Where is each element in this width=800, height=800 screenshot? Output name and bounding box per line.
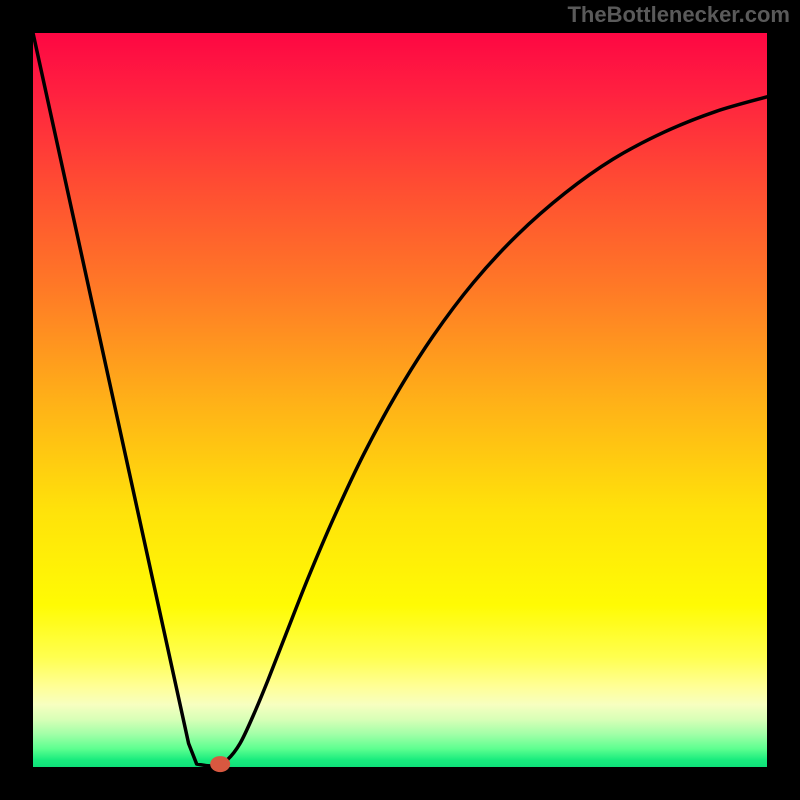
chart-container: TheBottlenecker.com xyxy=(0,0,800,800)
bottleneck-chart xyxy=(0,0,800,800)
plot-background xyxy=(33,33,767,767)
attribution-text: TheBottlenecker.com xyxy=(567,2,790,28)
optimal-point-marker xyxy=(210,756,230,772)
